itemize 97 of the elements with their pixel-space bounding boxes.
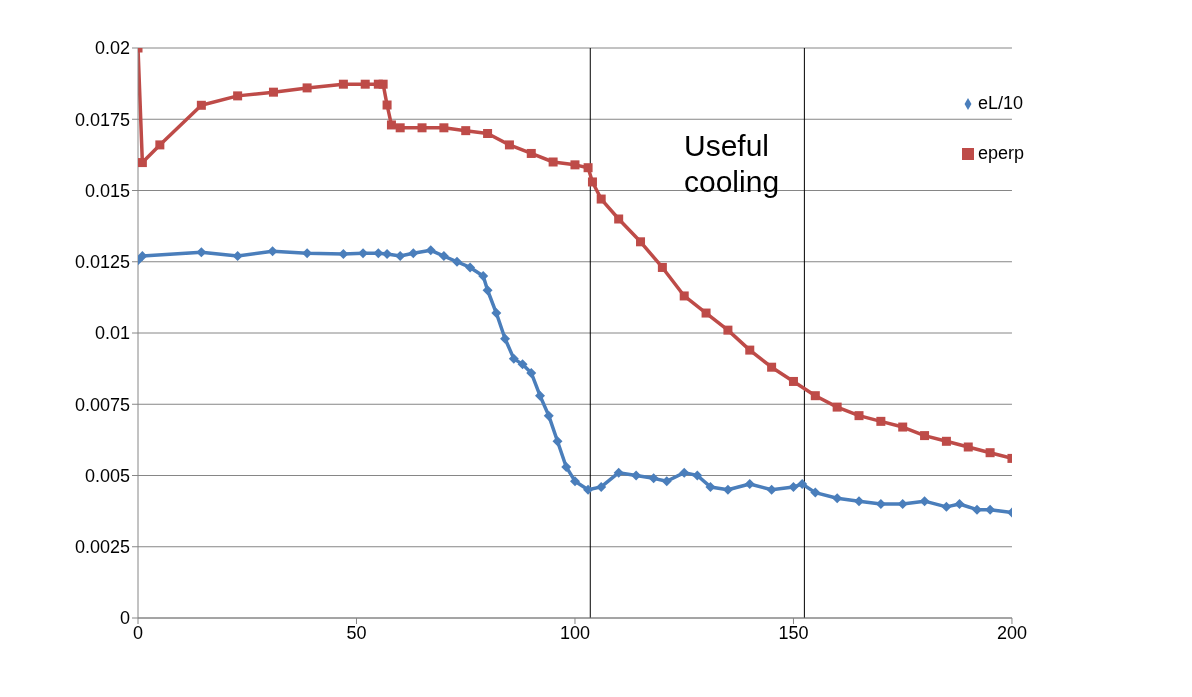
y-tick-label: 0.01 <box>94 323 130 344</box>
point <box>596 194 606 204</box>
point <box>705 481 716 492</box>
point <box>570 160 580 170</box>
legend-label: eL/10 <box>977 93 1023 113</box>
point <box>451 256 462 267</box>
point <box>701 308 711 318</box>
x-tick-label: 200 <box>996 622 1027 643</box>
point <box>417 123 427 133</box>
point <box>985 448 995 458</box>
point <box>920 431 930 441</box>
point <box>954 499 965 509</box>
point <box>268 87 278 97</box>
point <box>478 271 489 281</box>
point <box>569 476 580 487</box>
point <box>631 470 642 481</box>
point <box>382 100 392 110</box>
point <box>482 285 493 296</box>
point <box>810 487 821 498</box>
point <box>491 308 502 319</box>
annotation: Useful cooling <box>684 128 781 200</box>
point <box>517 359 528 370</box>
point <box>233 91 243 101</box>
point <box>613 467 624 478</box>
point <box>941 436 951 446</box>
y-tick-label: 0.02 <box>94 38 130 59</box>
point <box>661 476 672 487</box>
point <box>526 148 536 158</box>
point <box>657 262 667 272</box>
point <box>963 442 973 452</box>
point <box>425 245 436 256</box>
point <box>788 481 799 492</box>
y-tick-label: 0.0175 <box>74 109 130 130</box>
point <box>898 422 908 432</box>
point <box>408 248 419 259</box>
point <box>941 501 952 512</box>
point <box>360 79 370 89</box>
point <box>583 163 593 173</box>
point <box>535 390 546 401</box>
point <box>138 158 147 168</box>
point <box>508 353 519 364</box>
point <box>395 123 405 133</box>
y-tick-label: 0 <box>119 608 130 629</box>
point <box>483 129 493 138</box>
point <box>797 479 808 490</box>
point <box>723 325 733 335</box>
y-tick-label: 0.0125 <box>74 252 130 273</box>
point <box>679 467 690 478</box>
point <box>395 251 406 262</box>
point <box>876 416 886 426</box>
point <box>744 479 755 490</box>
point <box>972 504 982 515</box>
point <box>232 251 243 262</box>
point <box>854 411 864 421</box>
point <box>196 100 206 110</box>
point <box>583 484 594 495</box>
point <box>138 251 148 262</box>
x-tick-label: 50 <box>346 622 367 643</box>
y-tick-label: 0.015 <box>84 180 130 201</box>
point <box>745 345 755 355</box>
x-tick-label: 100 <box>559 622 590 643</box>
point <box>648 473 659 484</box>
point <box>548 157 558 167</box>
point <box>614 214 624 224</box>
point <box>378 79 388 89</box>
point <box>465 262 476 273</box>
point <box>692 470 703 481</box>
point <box>788 376 798 386</box>
y-tick-label: 0.0075 <box>74 394 130 415</box>
point <box>767 362 777 372</box>
x-tick-label: 0 <box>132 622 144 643</box>
point <box>766 484 777 495</box>
point <box>386 120 396 130</box>
point <box>596 481 607 492</box>
y-tick-label: 0.005 <box>84 465 130 486</box>
x-tick-label: 150 <box>778 622 809 643</box>
legend-label: eperp <box>977 143 1024 163</box>
point <box>722 484 733 495</box>
point <box>504 140 514 150</box>
point <box>438 251 449 262</box>
point <box>561 461 572 472</box>
point <box>552 436 563 447</box>
point <box>439 123 449 133</box>
point <box>526 367 537 378</box>
point <box>587 177 597 187</box>
point <box>636 237 646 247</box>
point <box>985 504 996 515</box>
point <box>338 79 348 89</box>
point <box>810 391 820 401</box>
point <box>832 402 842 412</box>
point <box>155 140 165 150</box>
y-tick-label: 0.0025 <box>74 537 130 558</box>
point <box>500 333 511 344</box>
point <box>302 83 312 93</box>
point <box>679 291 689 301</box>
point <box>461 126 471 136</box>
point <box>543 410 554 421</box>
